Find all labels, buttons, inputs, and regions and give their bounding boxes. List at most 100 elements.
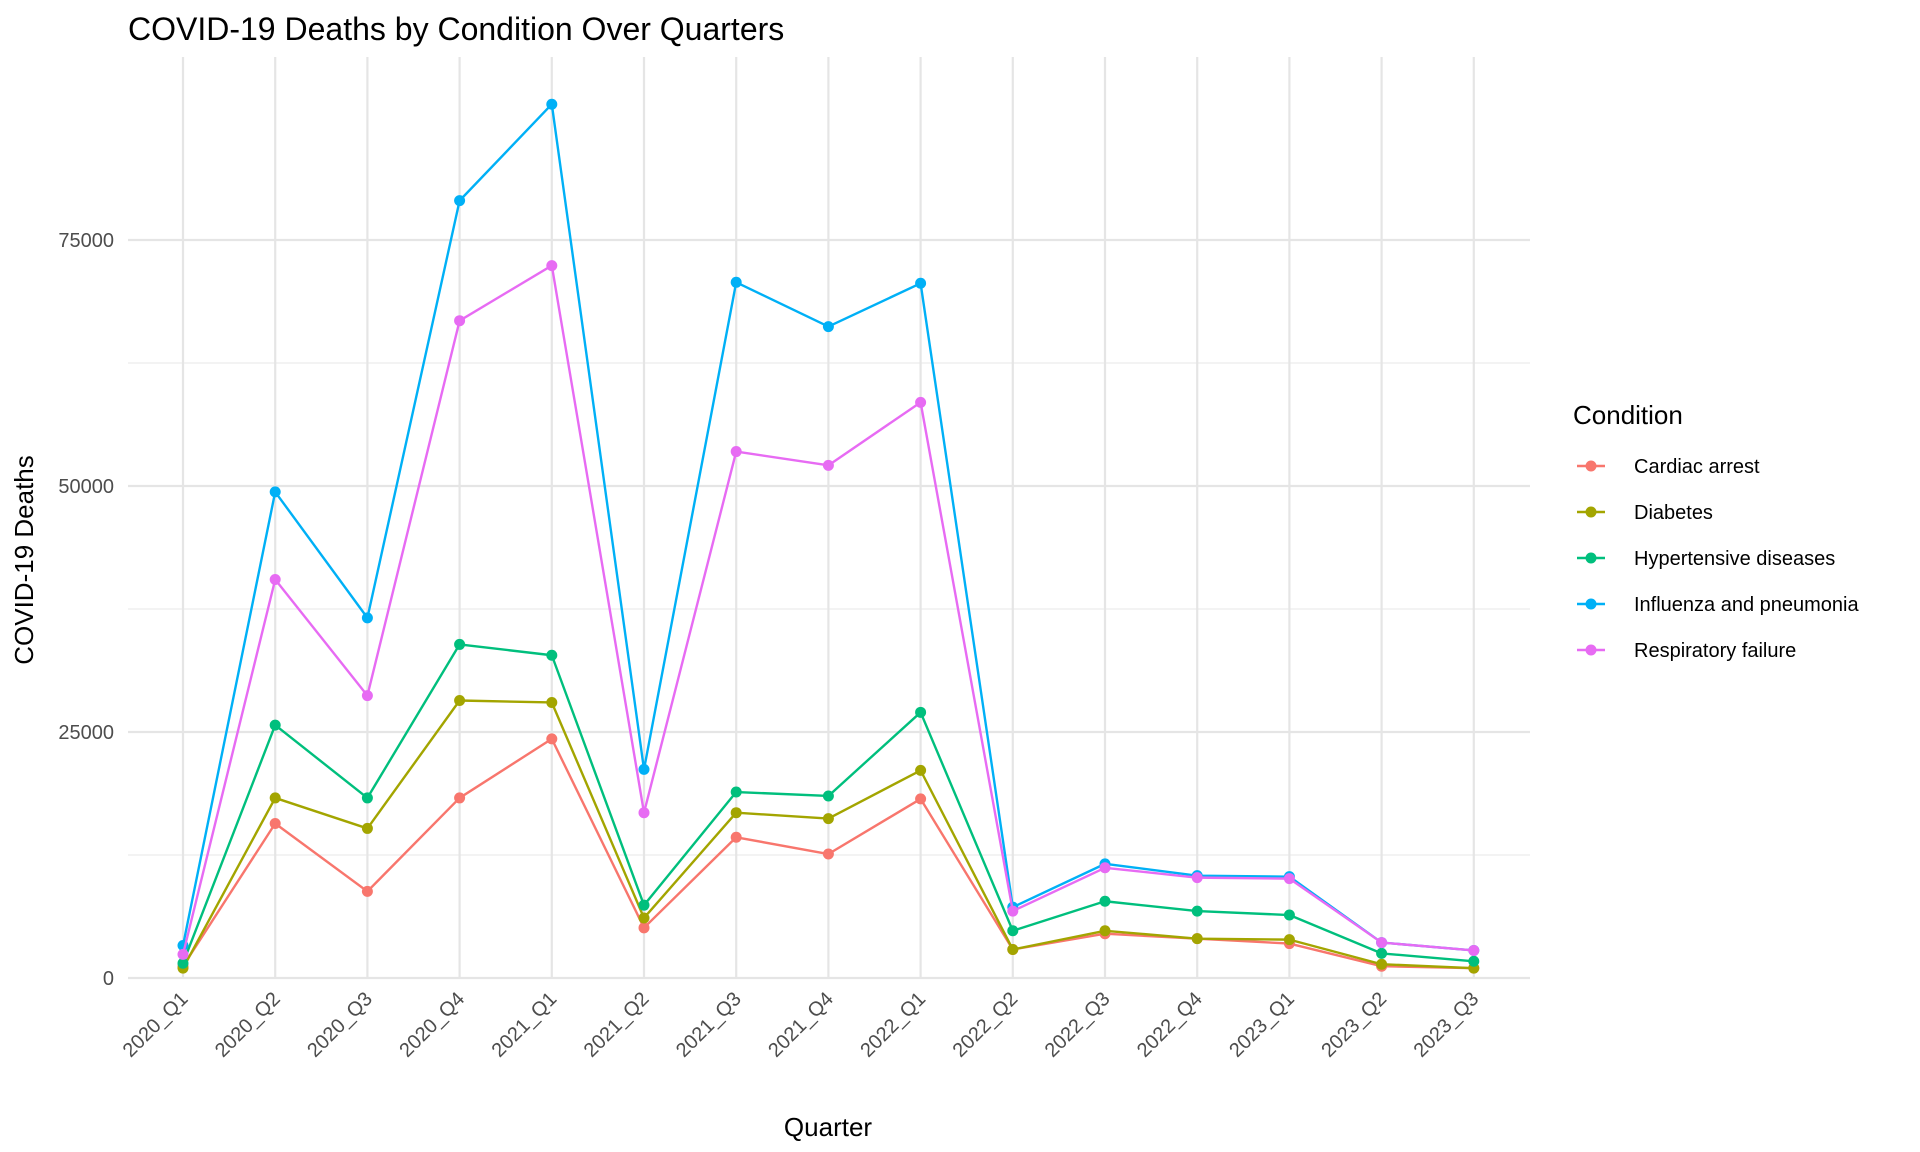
data-point <box>1099 862 1111 874</box>
data-point <box>1468 955 1480 967</box>
data-point <box>1283 934 1295 946</box>
data-point <box>1376 937 1388 949</box>
data-point <box>915 764 927 776</box>
series-hypertensive-diseases <box>177 638 1480 969</box>
data-point <box>546 649 558 661</box>
legend-label: Cardiac arrest <box>1634 456 1760 478</box>
data-point <box>822 321 834 333</box>
data-point <box>546 260 558 272</box>
legend-key-point <box>1585 506 1597 518</box>
legend-title: Condition <box>1573 400 1683 430</box>
data-point <box>1191 872 1203 884</box>
legend-key-point <box>1585 460 1597 472</box>
x-axis-title: Quarter <box>784 1112 872 1142</box>
legend-item: Hypertensive diseases <box>1577 548 1835 570</box>
data-point <box>454 638 466 650</box>
data-point <box>361 792 373 804</box>
data-point <box>915 706 927 718</box>
data-point <box>730 446 742 458</box>
data-point <box>1191 933 1203 945</box>
data-point <box>1283 909 1295 921</box>
x-tick-label: 2020_Q4 <box>395 988 469 1062</box>
data-point <box>730 276 742 288</box>
x-tick-label: 2022_Q3 <box>1041 988 1115 1062</box>
series-layer <box>177 98 1480 974</box>
data-point <box>730 831 742 843</box>
x-tick-label: 2022_Q1 <box>856 988 930 1062</box>
data-point <box>638 912 650 924</box>
data-point <box>822 790 834 802</box>
data-point <box>269 573 281 585</box>
y-tick-label: 25000 <box>58 722 114 744</box>
legend-item: Respiratory failure <box>1577 640 1796 662</box>
data-point <box>269 719 281 731</box>
data-point <box>730 807 742 819</box>
x-tick-label: 2022_Q4 <box>1133 988 1207 1062</box>
data-point <box>269 818 281 830</box>
data-point <box>638 763 650 775</box>
data-point <box>1283 873 1295 885</box>
data-point <box>546 696 558 708</box>
y-tick-label: 50000 <box>58 476 114 498</box>
data-point <box>361 612 373 624</box>
data-point <box>730 786 742 798</box>
data-point <box>361 822 373 834</box>
x-tick-label: 2021_Q2 <box>580 988 654 1062</box>
grid <box>128 57 1530 980</box>
legend-key-point <box>1585 552 1597 564</box>
legend-key-point <box>1585 598 1597 610</box>
data-point <box>822 459 834 471</box>
data-point <box>638 899 650 911</box>
series-respiratory-failure <box>177 260 1480 960</box>
x-tick-label: 2023_Q1 <box>1225 988 1299 1062</box>
legend-key-point <box>1585 644 1597 656</box>
x-tick-label: 2023_Q2 <box>1317 988 1391 1062</box>
data-point <box>269 486 281 498</box>
data-point <box>454 195 466 207</box>
chart-title: COVID-19 Deaths by Condition Over Quarte… <box>128 11 784 47</box>
legend-item: Influenza and pneumonia <box>1577 594 1859 616</box>
data-point <box>822 848 834 860</box>
data-point <box>1191 905 1203 917</box>
data-point <box>1099 925 1111 937</box>
y-axis-title: COVID-19 Deaths <box>9 455 39 665</box>
data-point <box>546 733 558 745</box>
series-diabetes <box>177 695 1480 974</box>
x-tick-label: 2020_Q2 <box>211 988 285 1062</box>
data-point <box>361 885 373 897</box>
legend: Condition Cardiac arrest Diabetes Hyperten… <box>1573 400 1859 662</box>
data-point <box>1376 958 1388 970</box>
data-point <box>454 792 466 804</box>
data-point <box>1007 943 1019 955</box>
data-point <box>1007 905 1019 917</box>
data-point <box>915 396 927 408</box>
x-tick-label: 2021_Q3 <box>672 988 746 1062</box>
x-tick-label: 2020_Q3 <box>303 988 377 1062</box>
data-point <box>454 315 466 327</box>
data-point <box>361 690 373 702</box>
x-tick-label: 2021_Q1 <box>488 988 562 1062</box>
legend-label: Respiratory failure <box>1634 640 1796 662</box>
y-tick-label: 0 <box>103 968 114 990</box>
legend-label: Hypertensive diseases <box>1634 548 1835 570</box>
data-point <box>546 98 558 110</box>
legend-label: Influenza and pneumonia <box>1634 594 1859 616</box>
x-tick-label: 2020_Q1 <box>119 988 193 1062</box>
data-point <box>638 807 650 819</box>
data-point <box>822 813 834 825</box>
y-axis: 0 25000 50000 75000 <box>58 230 114 990</box>
y-tick-label: 75000 <box>58 230 114 252</box>
data-point <box>915 277 927 289</box>
data-point <box>177 957 189 969</box>
data-point <box>915 793 927 805</box>
legend-item: Cardiac arrest <box>1577 456 1760 478</box>
x-tick-label: 2023_Q3 <box>1410 988 1484 1062</box>
data-point <box>638 922 650 934</box>
x-tick-label: 2022_Q2 <box>949 988 1023 1062</box>
data-point <box>1376 947 1388 959</box>
legend-label: Diabetes <box>1634 502 1713 524</box>
data-point <box>177 948 189 960</box>
data-point <box>454 695 466 707</box>
data-point <box>1468 944 1480 956</box>
